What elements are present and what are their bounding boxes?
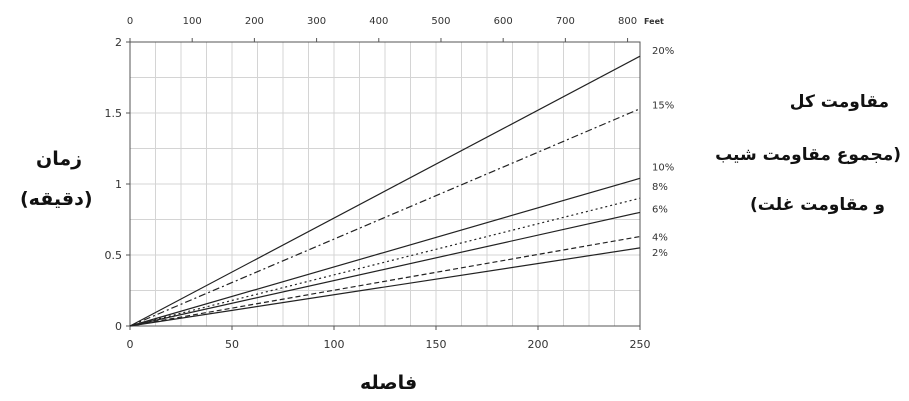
x-tick-label: 250: [630, 338, 651, 351]
series-line-20pct: [129, 55, 641, 327]
series-line-2pct: [129, 247, 641, 327]
top-tick-label: 400: [369, 16, 388, 27]
series-line-10pct: [129, 177, 641, 327]
series-line-6pct: [129, 211, 641, 327]
series-label-6pct: 6%: [652, 204, 668, 215]
series-label-4pct: 4%: [652, 233, 668, 244]
top-tick-label: 0: [127, 16, 133, 27]
y-tick-label: 0.5: [105, 249, 123, 262]
top-tick-label: 500: [431, 16, 450, 27]
series-label-10pct: 10%: [652, 162, 674, 173]
top-tick-label: 600: [494, 16, 513, 27]
series-label-20pct: 20%: [652, 46, 674, 57]
y-axis-label-line-1: زمان: [36, 148, 83, 170]
series-line-15pct: [129, 108, 641, 327]
x-tick-label: 100: [324, 338, 345, 351]
top-tick-label: 700: [556, 16, 575, 27]
series-label-15pct: 15%: [652, 101, 674, 112]
top-axis-unit: Feet: [644, 17, 664, 26]
x-axis-label: فاصله: [360, 372, 418, 394]
top-tick-label: 200: [245, 16, 264, 27]
tick-marks: [126, 38, 641, 330]
series-label-8pct: 8%: [652, 182, 668, 193]
y-axis-label-line-2: (دقیقه): [20, 188, 93, 210]
x-tick-label: 150: [426, 338, 447, 351]
y-tick-label: 2: [115, 36, 122, 49]
legend-note-line-1: مقاومت کل: [789, 92, 889, 112]
series-label-2pct: 2%: [652, 248, 668, 259]
series-lines: [129, 55, 641, 327]
x-tick-label: 0: [127, 338, 134, 351]
top-tick-label: 100: [183, 16, 202, 27]
series-line-4pct: [129, 235, 641, 327]
y-tick-label: 1: [115, 178, 122, 191]
top-tick-label: 800: [618, 16, 637, 27]
x-tick-label: 200: [528, 338, 549, 351]
legend-note-line-2: (مجموع مقاومت شیب: [715, 145, 901, 165]
y-tick-label: 1.5: [105, 107, 123, 120]
top-tick-label: 300: [307, 16, 326, 27]
legend-note-line-3: و مقاومت غلت): [750, 195, 885, 215]
grid: [129, 41, 641, 327]
x-tick-label: 50: [225, 338, 239, 351]
y-tick-label: 0: [115, 320, 122, 333]
